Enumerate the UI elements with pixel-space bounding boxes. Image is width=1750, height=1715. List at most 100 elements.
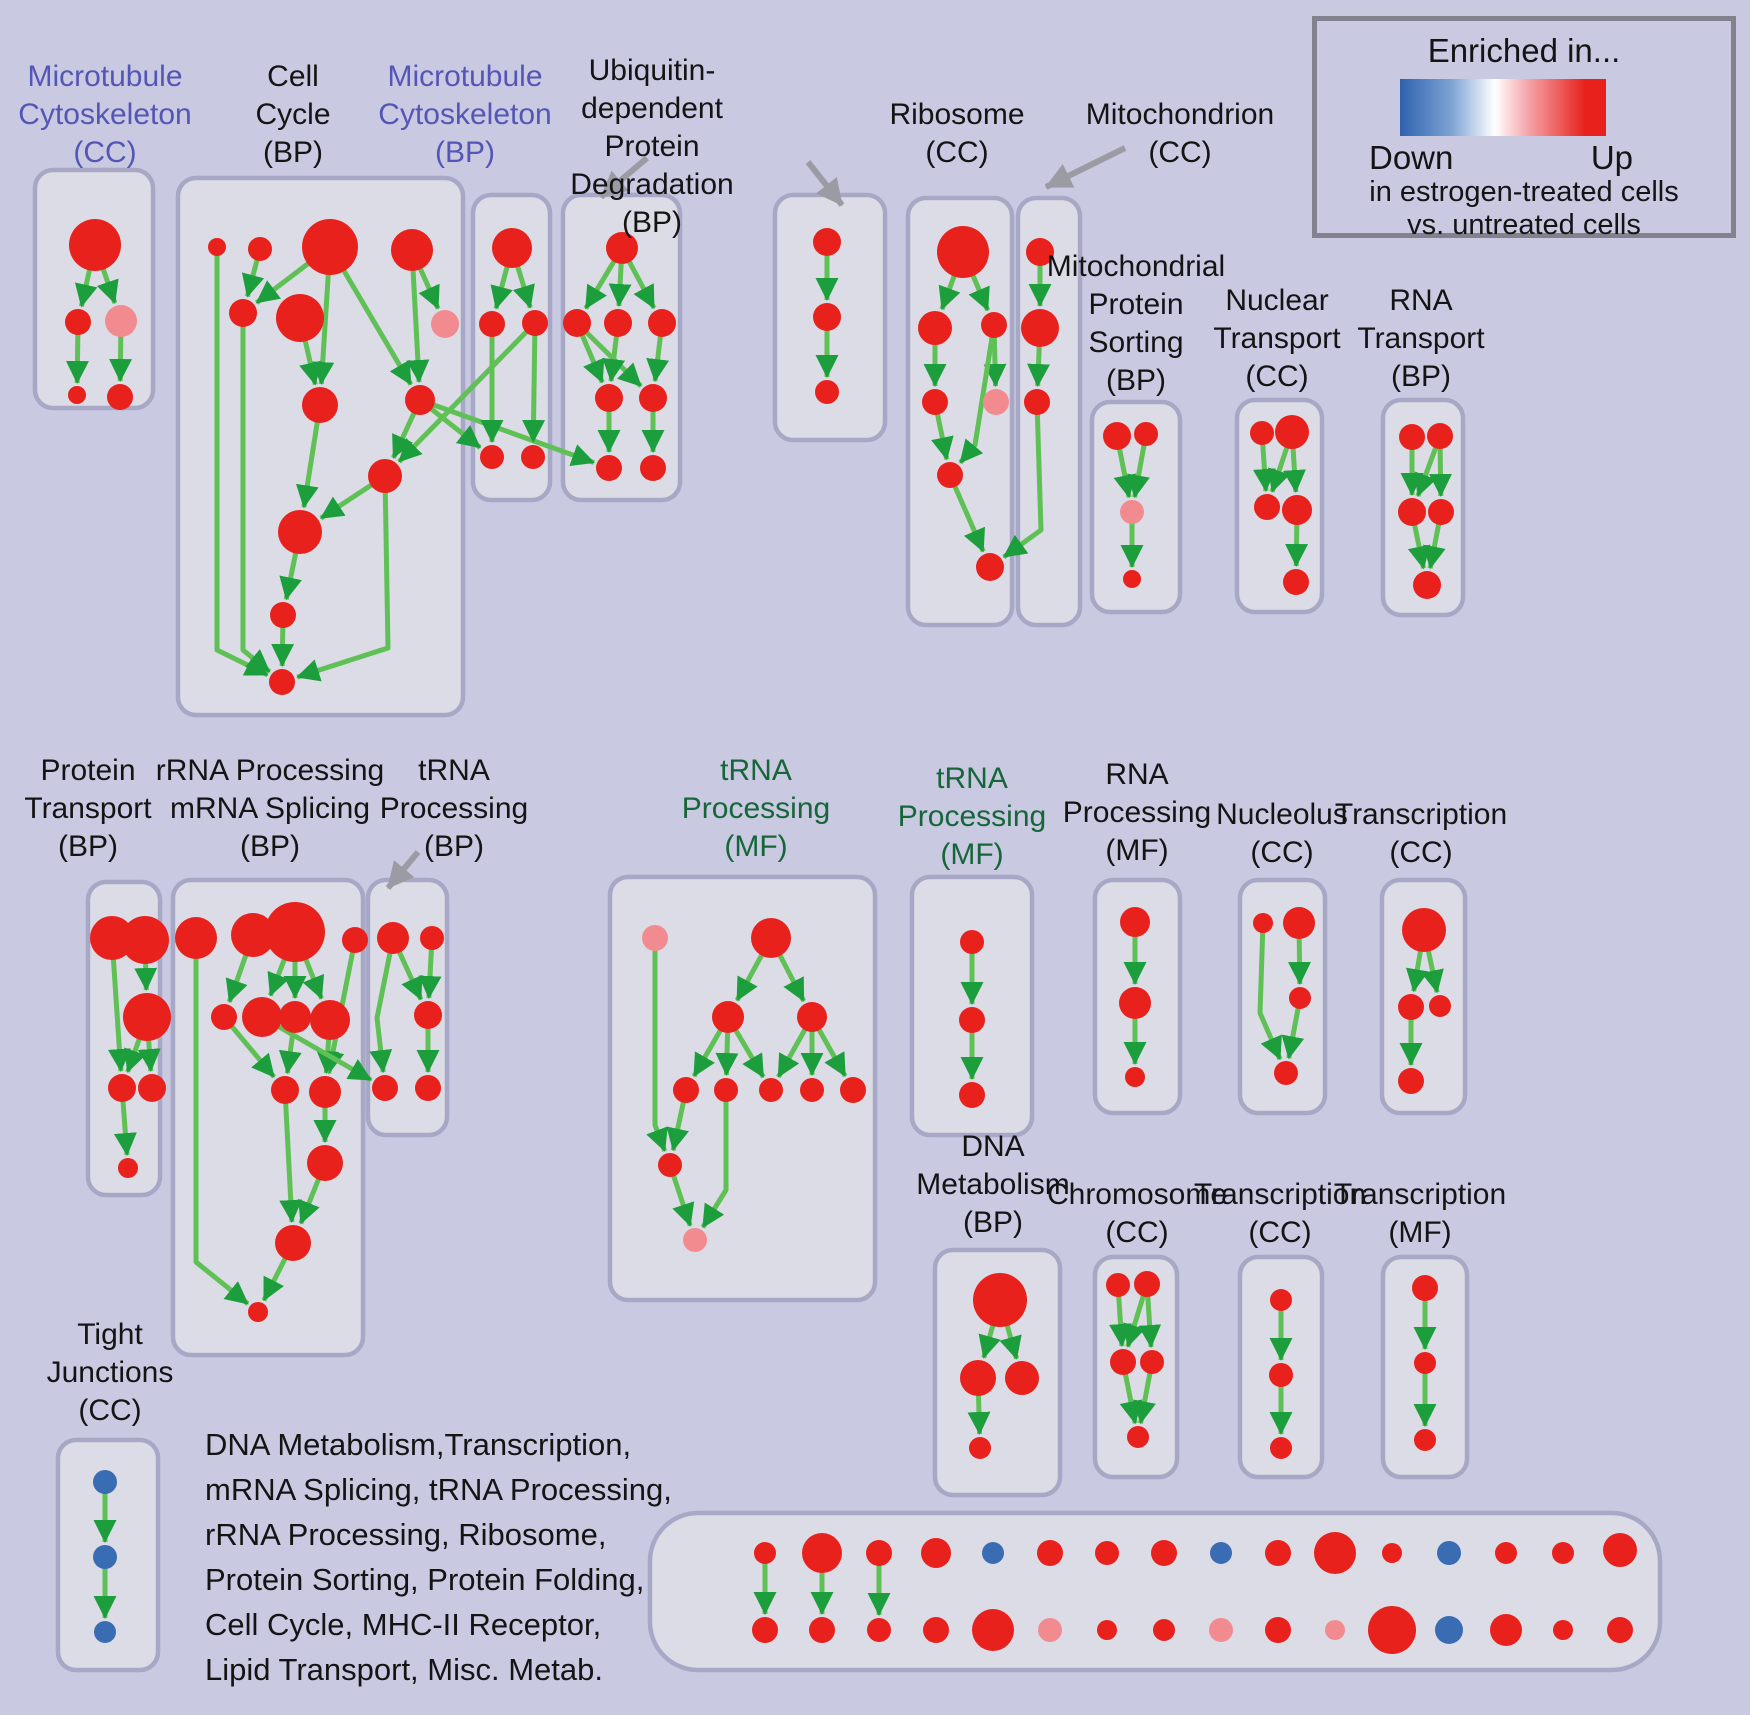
go-term-node-chML xyxy=(1110,1349,1136,1375)
go-term-node-bt15 xyxy=(1552,1542,1574,1564)
term-label-mtbp: Microtubule Cytoskeleton (BP) xyxy=(378,60,552,169)
go-term-node-u1BR xyxy=(640,455,666,481)
go-term-node-tbpLL xyxy=(372,1075,398,1101)
go-term-node-ptB xyxy=(118,1158,138,1178)
go-term-node-u2B xyxy=(813,303,841,331)
go-term-node-rpmC xyxy=(1125,1067,1145,1087)
go-term-node-ribD xyxy=(937,462,963,488)
go-term-node-rr5 xyxy=(242,997,282,1037)
go-term-node-chTR xyxy=(1134,1271,1160,1297)
group-box-trnamf1 xyxy=(607,874,878,1303)
edge-arrow-nucTL-nucB xyxy=(1257,922,1283,1061)
go-term-node-u1T xyxy=(606,232,638,264)
go-term-node-ribP xyxy=(983,389,1009,415)
term-label-rna-proc-mf: RNA Processing (MF) xyxy=(1062,758,1212,867)
go-term-node-ptL1 xyxy=(108,1074,136,1102)
term-label-ubiquitin: Ubiquitin- dependent Protein Degradation… xyxy=(570,54,734,239)
go-term-node-u1MR xyxy=(648,309,676,337)
go-term-node-bt2 xyxy=(802,1533,842,1573)
edge-arrow-rr5-tbpLL xyxy=(260,1014,373,1083)
go-term-node-tmfC5 xyxy=(840,1077,866,1103)
go-term-node-u1ML xyxy=(563,309,591,337)
go-term-node-tm2B xyxy=(959,1007,985,1033)
go-term-node-tbpLR xyxy=(415,1075,441,1101)
term-label-chromosome: Chromosome (CC) xyxy=(1046,1178,1228,1249)
legend-title: Enriched in... xyxy=(1427,32,1621,69)
go-term-node-tccMR xyxy=(1429,995,1451,1017)
go-term-node-nucM xyxy=(1289,987,1311,1009)
go-term-node-tccT xyxy=(1402,908,1446,952)
label-pointer-arrow-4 xyxy=(385,850,421,890)
go-term-node-tmfE xyxy=(683,1228,707,1252)
term-label-nuclear-transport: Nuclear Transport (CC) xyxy=(1213,284,1341,393)
term-label-trna-mf-1: tRNA Processing (MF) xyxy=(681,754,831,863)
go-term-node-mtbpBL xyxy=(480,445,504,469)
go-term-node-dnB xyxy=(969,1437,991,1459)
go-term-node-bb7 xyxy=(1097,1620,1117,1640)
go-term-node-bb2 xyxy=(809,1617,835,1643)
edge-arrow-ccE-ccM xyxy=(240,313,272,674)
go-term-node-bb8 xyxy=(1153,1619,1175,1641)
go-term-node-bb5 xyxy=(972,1609,1014,1651)
go-term-node-ccA xyxy=(208,238,226,256)
go-term-node-ccF xyxy=(276,294,324,342)
go-term-node-bt11 xyxy=(1314,1532,1356,1574)
go-term-node-bt3 xyxy=(866,1540,892,1566)
term-label-transcription-cc-2: Transcription (CC) xyxy=(1193,1178,1367,1249)
go-term-node-bb12 xyxy=(1368,1606,1416,1654)
go-term-node-ccI xyxy=(368,459,402,493)
term-label-mps: Mitochondrial Protein Sorting (BP) xyxy=(1046,250,1226,397)
go-term-node-bb15 xyxy=(1553,1620,1573,1640)
go-term-node-bb13 xyxy=(1435,1616,1463,1644)
go-term-node-rr0 xyxy=(175,917,217,959)
edge-arrow-rr8-rr11 xyxy=(279,1089,303,1224)
term-label-nucleolus: Nucleolus (CC) xyxy=(1216,798,1348,869)
term-label-transcription-cc: Transcription (CC) xyxy=(1334,798,1508,869)
go-term-node-rpmB xyxy=(1119,987,1151,1019)
go-term-node-mtbpML xyxy=(479,311,505,337)
go-term-node-ribE xyxy=(976,553,1004,581)
go-term-node-bt4 xyxy=(921,1538,951,1568)
go-term-node-t3A xyxy=(1412,1275,1438,1301)
go-term-node-bb1 xyxy=(752,1617,778,1643)
go-term-node-tjA xyxy=(93,1470,117,1494)
go-term-node-ntTL xyxy=(1250,421,1274,445)
go-term-node-t2B xyxy=(1269,1363,1293,1387)
go-term-node-mtccB xyxy=(65,309,91,335)
edge-arrow-tmfC2-tmfE xyxy=(700,1090,729,1229)
group-box-mtcc xyxy=(32,167,156,411)
group-box-dnam xyxy=(932,1247,1063,1498)
go-term-node-ccP xyxy=(431,310,459,338)
edge-arrow-ribD-ribE xyxy=(947,474,986,553)
go-term-node-bt7 xyxy=(1095,1541,1119,1565)
go-term-node-mpsA xyxy=(1103,422,1131,450)
go-term-node-tccML xyxy=(1398,994,1424,1020)
go-term-node-t2A xyxy=(1270,1289,1292,1311)
edge-arrow-mtbpMR-ccI xyxy=(397,321,537,464)
go-term-node-mtbpMR xyxy=(522,310,548,336)
go-term-node-tccB xyxy=(1398,1068,1424,1094)
go-term-node-ccH xyxy=(405,385,435,415)
edge-arrow-tmfP-tmfD xyxy=(646,938,668,1152)
group-box-mixed xyxy=(647,1510,1663,1673)
go-term-node-nucTL xyxy=(1253,913,1273,933)
go-term-node-ribC xyxy=(922,389,948,415)
go-term-node-tmfB xyxy=(797,1002,827,1032)
edge-arrow-ccD-ccH xyxy=(406,249,430,384)
go-term-node-ccM xyxy=(269,669,295,695)
go-term-node-mitoB xyxy=(1021,309,1059,347)
go-term-node-ptL2 xyxy=(138,1074,166,1102)
go-term-node-t3C xyxy=(1414,1429,1436,1451)
go-term-node-tm2C xyxy=(959,1082,985,1108)
go-term-node-tmfC1 xyxy=(673,1077,699,1103)
go-term-node-tmfC2 xyxy=(714,1078,738,1102)
go-term-node-ntB xyxy=(1283,569,1309,595)
go-term-node-ccJ xyxy=(278,510,322,554)
go-term-node-tmfC3 xyxy=(759,1078,783,1102)
go-term-node-bt6 xyxy=(1037,1540,1063,1566)
go-term-node-tmfA xyxy=(712,1001,744,1033)
go-term-node-rtMR xyxy=(1428,499,1454,525)
go-term-node-nucTR xyxy=(1283,907,1315,939)
go-term-node-rr1 xyxy=(231,913,275,957)
go-term-node-bt5 xyxy=(982,1542,1004,1564)
